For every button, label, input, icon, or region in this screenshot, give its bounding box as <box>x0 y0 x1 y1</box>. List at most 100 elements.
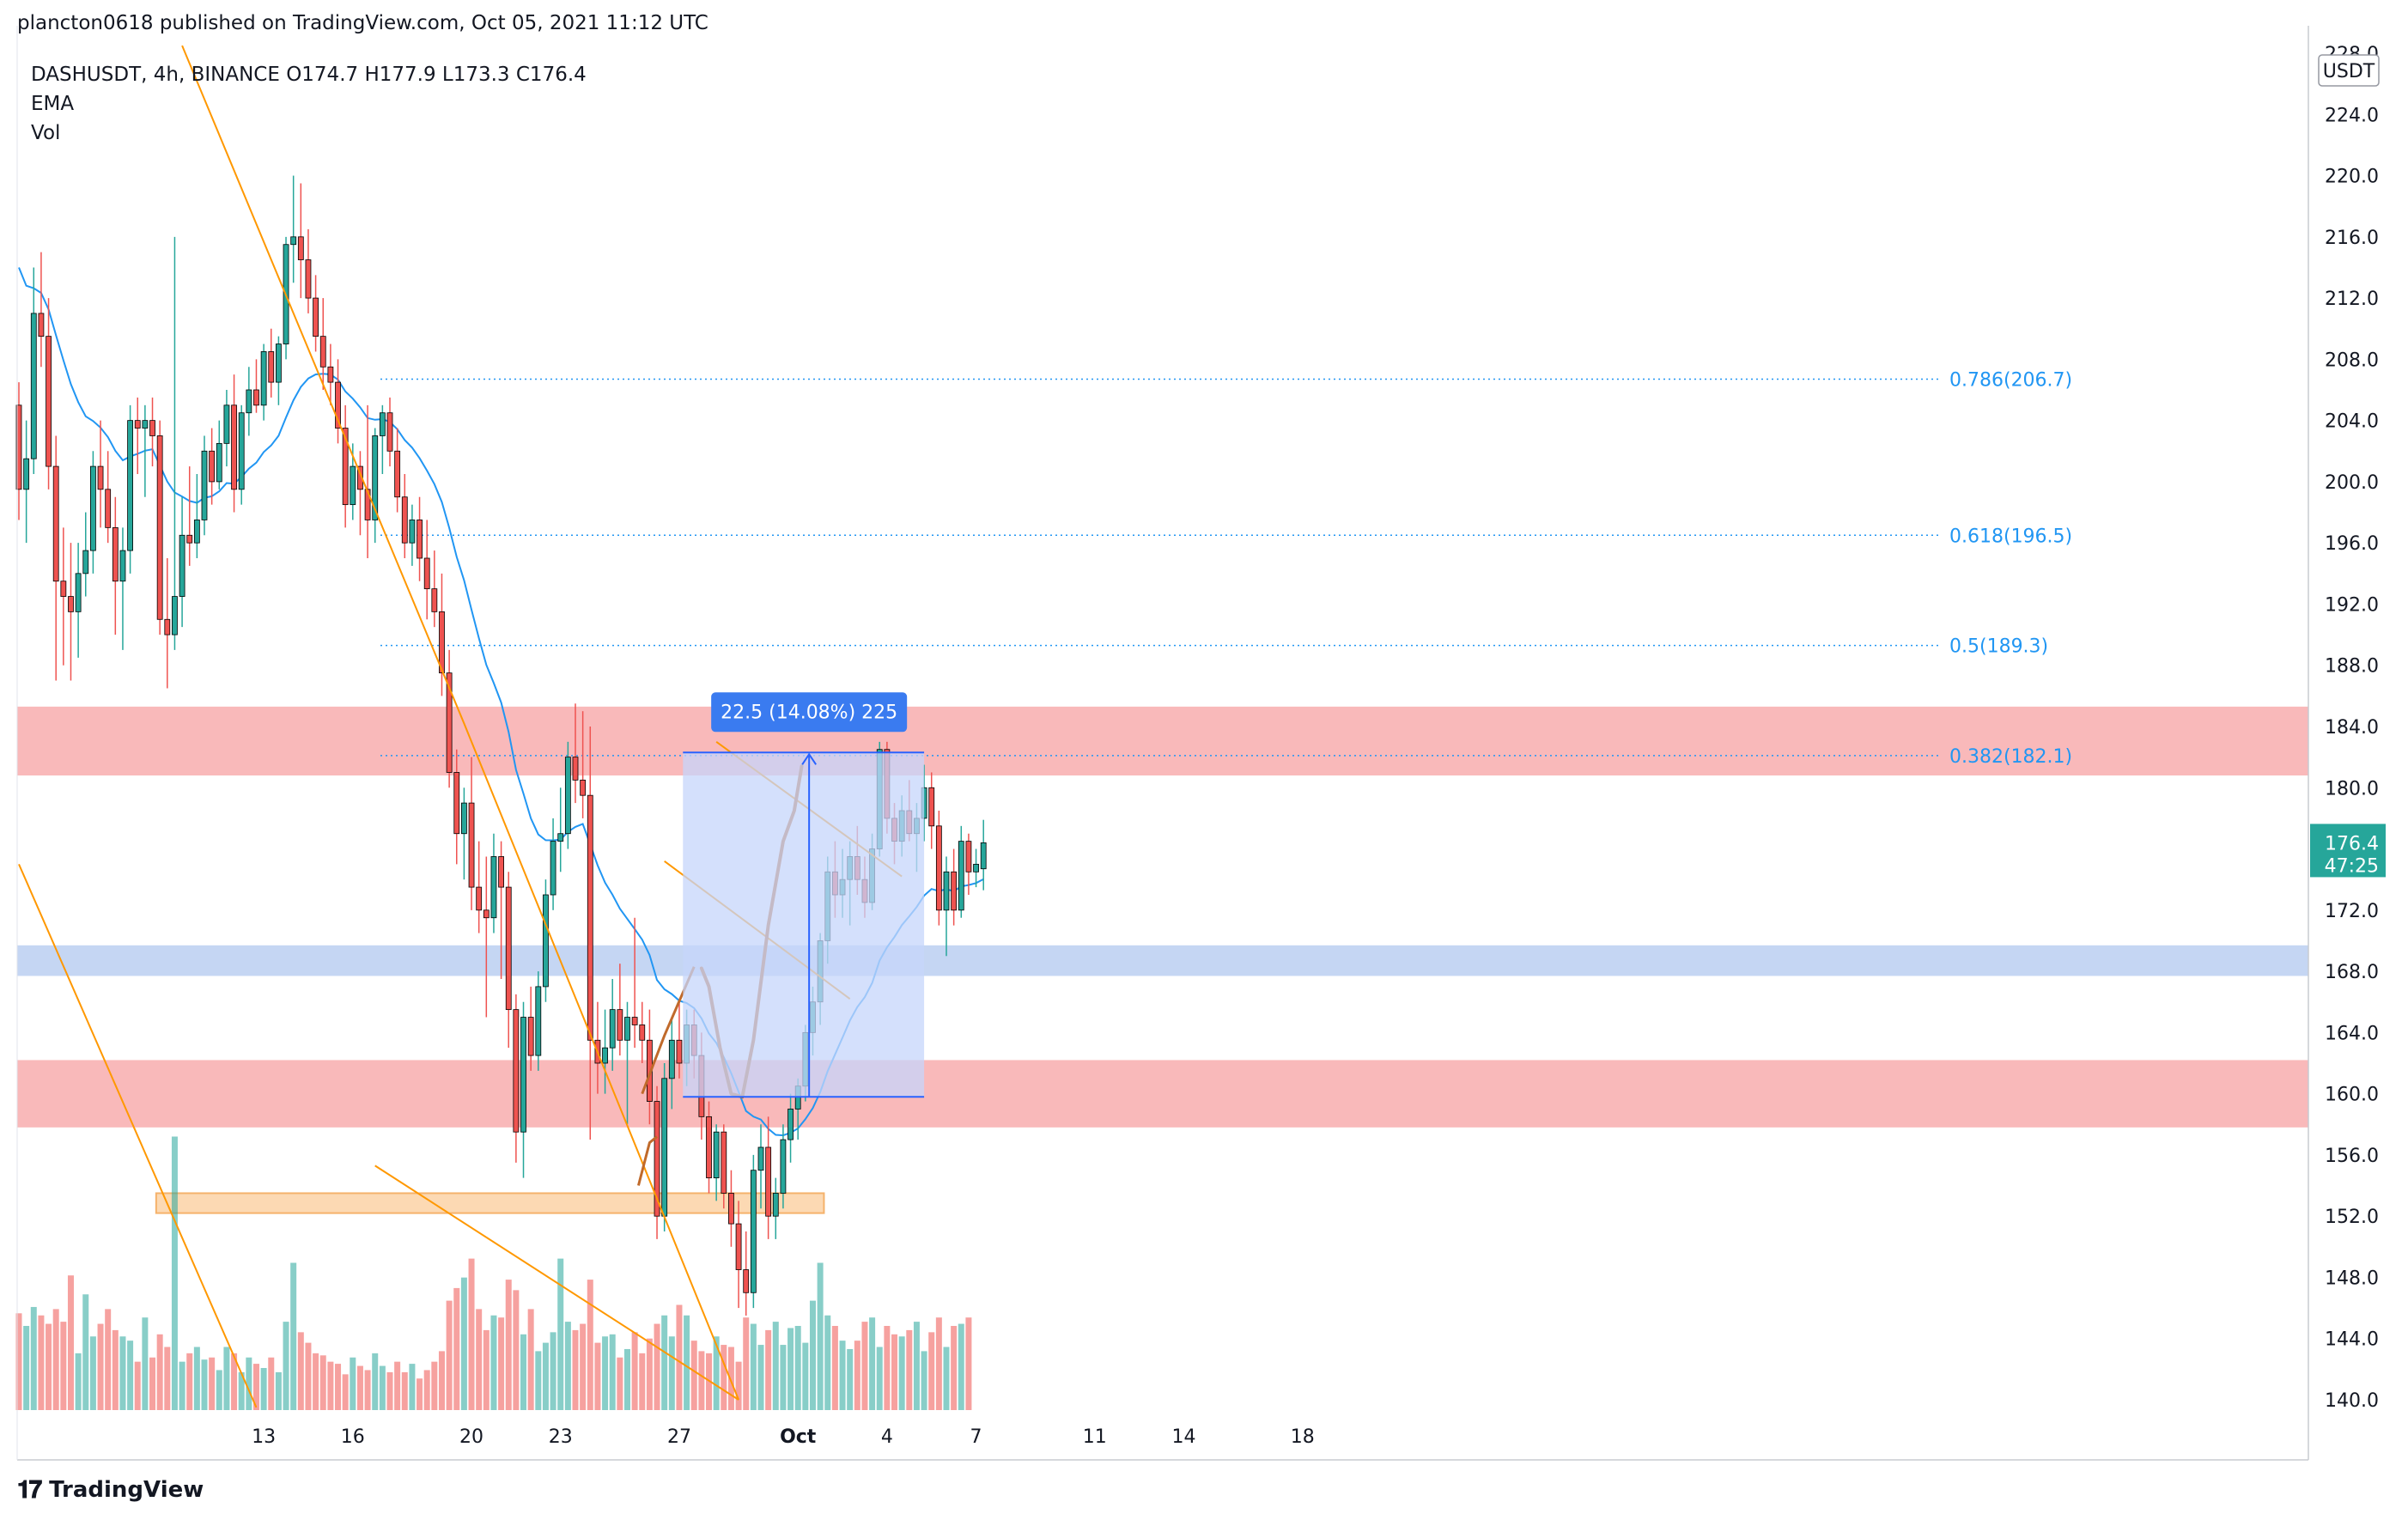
candle-body <box>342 428 349 506</box>
volume-bar <box>587 1280 593 1410</box>
candle-body <box>572 757 579 781</box>
volume-bar <box>350 1357 356 1410</box>
volume-bar <box>171 1136 178 1410</box>
volume-bar <box>490 1315 497 1410</box>
volume-bar <box>617 1357 623 1410</box>
candle-body <box>735 1223 742 1270</box>
volume-bar <box>305 1342 312 1410</box>
volume-bar <box>119 1336 126 1410</box>
price-tick-label: 148.0 <box>2325 1268 2379 1289</box>
fib-layer: 0.786(206.7) 0.618(196.5) 0.5(189.3) 0.382(… <box>380 370 2072 768</box>
volume-bar <box>520 1334 527 1410</box>
candle-body <box>105 489 112 528</box>
volume-bar <box>275 1371 282 1410</box>
volume-bar <box>928 1332 935 1410</box>
time-tick-label: 27 <box>667 1426 691 1448</box>
candle-body <box>631 1017 638 1025</box>
volume-bar <box>780 1345 787 1410</box>
volume-bar <box>105 1309 112 1410</box>
volume-bar <box>631 1332 638 1410</box>
fib-label: 0.5(189.3) <box>1949 636 2048 658</box>
candle-body <box>483 909 490 919</box>
volume-bar <box>861 1322 868 1410</box>
price-tick-label: 180.0 <box>2325 778 2379 800</box>
candle-body <box>728 1193 734 1225</box>
candle-body <box>30 313 37 459</box>
ema-legend[interactable]: EMA <box>31 93 75 115</box>
volume-bar <box>727 1347 734 1410</box>
volume-bar <box>156 1334 163 1410</box>
volume-bar <box>246 1357 252 1410</box>
volume-bar <box>713 1336 720 1410</box>
trendline <box>374 1164 739 1401</box>
volume-layer <box>15 1136 972 1410</box>
volume-bar <box>869 1317 876 1410</box>
volume-bar <box>609 1334 616 1410</box>
volume-bar <box>646 1338 653 1410</box>
candle-body <box>520 1017 526 1133</box>
volume-bar <box>423 1370 430 1410</box>
volume-bar <box>379 1365 386 1410</box>
candle-body <box>468 802 475 888</box>
trendline <box>18 863 258 1408</box>
tradingview-logo-icon: 𝟏𝟕 <box>17 1475 42 1504</box>
brand-name: TradingView <box>49 1477 204 1503</box>
candle-body <box>246 389 252 414</box>
fib-label: 0.786(206.7) <box>1949 370 2072 392</box>
candle-body <box>327 366 334 383</box>
volume-bar <box>743 1317 750 1410</box>
vol-legend[interactable]: Vol <box>31 122 61 144</box>
volume-bar <box>112 1329 119 1410</box>
volume-bar <box>446 1300 453 1410</box>
volume-bar <box>891 1334 898 1410</box>
trendline <box>181 45 740 1401</box>
candle-body <box>386 412 393 452</box>
candle-body <box>52 465 59 582</box>
volume-bar <box>438 1351 445 1410</box>
candle-body <box>401 496 408 544</box>
volume-bar <box>238 1371 245 1410</box>
tradingview-logo[interactable]: 𝟏𝟕 TradingView <box>17 1475 204 1505</box>
volume-bar <box>564 1322 571 1410</box>
candle-body <box>350 465 356 506</box>
candle-body <box>661 1078 668 1217</box>
volume-bar <box>460 1277 467 1410</box>
volume-bar <box>468 1258 475 1410</box>
candle-body <box>750 1170 757 1293</box>
projection-sketch <box>636 1135 658 1186</box>
volume-bar <box>690 1341 697 1410</box>
volume-bar <box>335 1364 342 1410</box>
measure-layer: 22.5 (14.08%) 225 <box>683 692 925 1098</box>
candle-body <box>624 1017 630 1041</box>
volume-bar <box>921 1351 927 1410</box>
candle-body <box>319 336 326 368</box>
candle-body <box>772 1193 779 1217</box>
price-tick-label: 140.0 <box>2325 1390 2379 1412</box>
candle-body <box>431 588 438 612</box>
price-tick-label: 164.0 <box>2325 1023 2379 1044</box>
candle-body <box>498 856 504 888</box>
volume-bar <box>431 1361 438 1410</box>
volume-bar <box>721 1345 727 1410</box>
price-tick-label: 220.0 <box>2325 167 2379 188</box>
volume-bar <box>668 1336 675 1410</box>
volume-bar <box>676 1304 683 1410</box>
volume-bar <box>935 1317 942 1410</box>
candle-body <box>82 550 89 575</box>
volume-bar <box>149 1357 156 1410</box>
volume-bar <box>476 1309 483 1410</box>
volume-bar <box>89 1336 96 1410</box>
candle-body <box>38 313 45 337</box>
candle-body <box>713 1131 720 1179</box>
candle-body <box>134 420 141 429</box>
candle-body <box>958 841 964 911</box>
volume-bar <box>505 1280 512 1410</box>
price-tick-label: 168.0 <box>2325 962 2379 983</box>
volume-bar <box>654 1323 660 1410</box>
fib-label: 0.618(196.5) <box>1949 526 2072 547</box>
volume-bar <box>817 1262 824 1410</box>
candle-body <box>765 1146 772 1217</box>
symbol-ohlc-line: DASHUSDT, 4h, BINANCE O174.7 H177.9 L173… <box>31 64 587 86</box>
candle-body <box>335 381 341 429</box>
